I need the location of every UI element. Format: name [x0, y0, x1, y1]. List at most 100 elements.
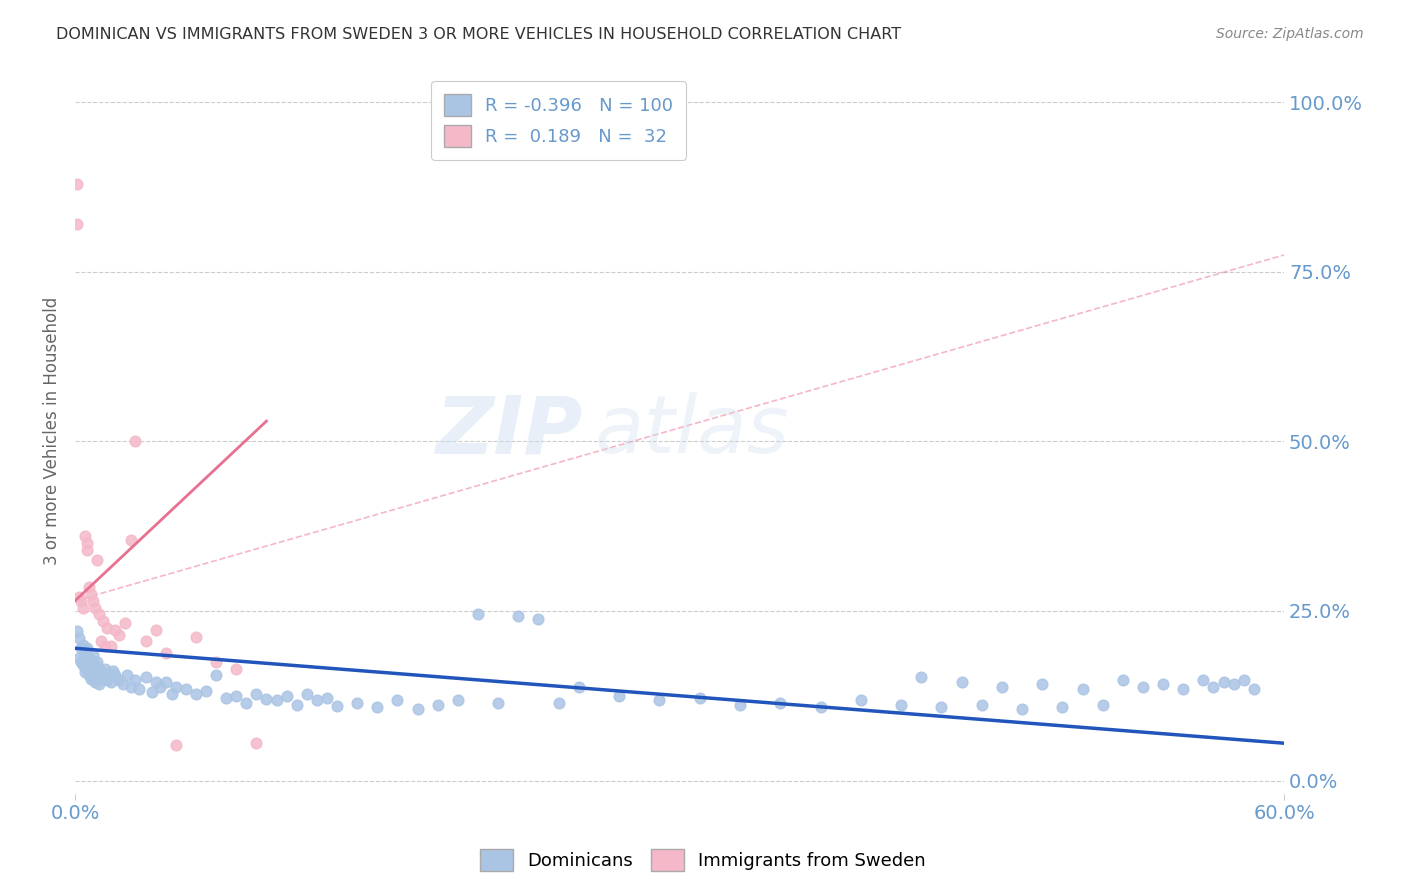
Point [1212, 675, 1234, 690]
Point [120, 680, 142, 694]
Y-axis label: 3 or more Vehicles in Household: 3 or more Vehicles in Household [44, 297, 60, 566]
Point [98, 666, 121, 681]
Point [108, 628, 131, 642]
Point [165, 680, 187, 694]
Point [235, 696, 257, 710]
Point [1202, 680, 1225, 694]
Point [103, 664, 125, 678]
Point [114, 616, 136, 631]
Point [145, 623, 167, 637]
Point [607, 689, 630, 703]
Point [155, 646, 177, 660]
Point [486, 696, 509, 710]
Point [80, 672, 103, 686]
Text: atlas: atlas [595, 392, 790, 470]
Point [467, 607, 489, 622]
Point [89, 607, 111, 622]
Point [184, 630, 207, 644]
Point [205, 668, 228, 682]
Point [94, 639, 117, 653]
Point [215, 690, 238, 705]
Point [1192, 673, 1215, 687]
Point [1132, 680, 1154, 694]
Point [86, 673, 108, 687]
Point [90, 634, 112, 648]
Point [84, 600, 107, 615]
Point [86, 553, 108, 567]
Point [849, 693, 872, 707]
Point [96, 673, 118, 687]
Text: Source: ZipAtlas.com: Source: ZipAtlas.com [1216, 27, 1364, 41]
Point [205, 655, 228, 669]
Point [366, 700, 388, 714]
Point [447, 693, 470, 707]
Point [72, 658, 94, 673]
Point [276, 689, 298, 703]
Point [406, 702, 429, 716]
Point [135, 634, 157, 648]
Point [266, 693, 288, 707]
Point [76, 543, 98, 558]
Point [245, 687, 267, 701]
Point [648, 693, 671, 707]
Point [100, 675, 122, 690]
Point [527, 612, 550, 626]
Point [89, 662, 111, 676]
Point [72, 638, 94, 652]
Point [75, 665, 97, 679]
Point [67, 631, 90, 645]
Point [1243, 681, 1265, 696]
Point [184, 687, 207, 701]
Point [285, 698, 308, 712]
Point [77, 668, 100, 682]
Point [890, 698, 912, 712]
Legend: Dominicans, Immigrants from Sweden: Dominicans, Immigrants from Sweden [472, 842, 934, 879]
Point [160, 687, 183, 701]
Point [1222, 677, 1244, 691]
Point [86, 655, 108, 669]
Point [1011, 702, 1033, 716]
Point [70, 594, 93, 608]
Point [346, 696, 368, 710]
Point [72, 600, 94, 615]
Point [91, 614, 114, 628]
Point [295, 687, 318, 701]
Point [1152, 677, 1174, 691]
Point [568, 680, 591, 694]
Point [195, 684, 218, 698]
Point [165, 738, 187, 752]
Legend: R = -0.396   N = 100, R =  0.189   N =  32: R = -0.396 N = 100, R = 0.189 N = 32 [432, 81, 686, 160]
Point [1031, 677, 1053, 691]
Point [124, 434, 146, 449]
Point [67, 591, 90, 605]
Point [82, 666, 104, 681]
Point [104, 668, 127, 682]
Point [94, 662, 117, 676]
Point [82, 594, 104, 608]
Point [991, 680, 1014, 694]
Point [225, 689, 247, 703]
Point [305, 693, 328, 707]
Point [950, 675, 973, 690]
Point [84, 675, 107, 690]
Point [910, 670, 932, 684]
Point [387, 693, 409, 707]
Point [931, 700, 953, 714]
Point [1233, 673, 1256, 687]
Point [426, 698, 449, 712]
Point [70, 641, 93, 656]
Point [1052, 700, 1074, 714]
Point [96, 621, 118, 635]
Point [76, 641, 98, 656]
Point [104, 623, 127, 637]
Point [100, 639, 122, 653]
Point [315, 690, 337, 705]
Point [66, 218, 89, 232]
Point [70, 655, 93, 669]
Point [508, 609, 530, 624]
Point [128, 681, 150, 696]
Point [67, 651, 90, 665]
Point [77, 580, 100, 594]
Point [84, 658, 107, 673]
Point [326, 698, 349, 713]
